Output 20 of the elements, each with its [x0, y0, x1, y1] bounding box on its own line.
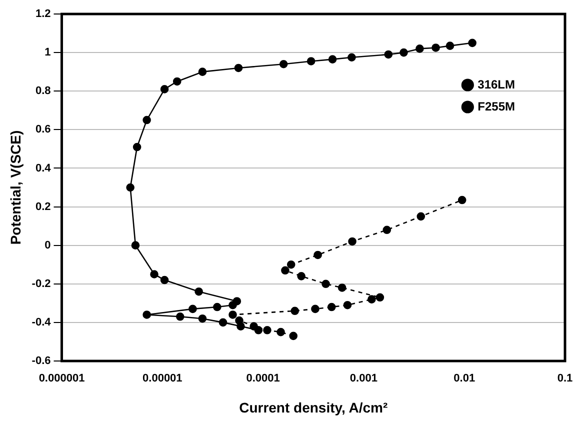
y-tick-label: -0.4 [32, 316, 52, 328]
y-tick-label: 0.4 [35, 162, 52, 174]
legend-label: F255M [478, 99, 516, 114]
x-tick-label: 0.01 [454, 372, 476, 385]
y-tick-label: 0.2 [35, 200, 51, 213]
legend-label: 316LM [478, 77, 516, 92]
y-tick-label: 0.8 [35, 85, 51, 98]
x-tick-label: 0.1 [557, 372, 573, 385]
y-tick-label: 0 [44, 239, 51, 252]
x-axis-title: Current density, A/cm² [239, 399, 388, 416]
y-tick-label: -0.2 [32, 278, 51, 290]
x-tick-label: 0.0001 [246, 372, 280, 385]
y-tick-label: -0.6 [32, 355, 51, 368]
x-tick-label: 0.00001 [142, 372, 182, 385]
x-tick-label: 0.001 [350, 372, 378, 385]
y-tick-label: 1 [44, 46, 51, 59]
y-tick-label: 0.6 [35, 124, 51, 136]
y-tick-label: 1.2 [35, 8, 51, 20]
x-tick-label: 0.000001 [38, 372, 85, 385]
y-axis-title: Potential, V(SCE) [7, 130, 24, 245]
